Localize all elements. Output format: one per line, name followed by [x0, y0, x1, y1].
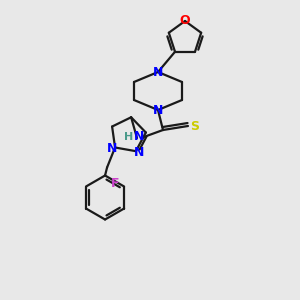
Text: O: O	[180, 14, 190, 28]
Text: H: H	[124, 132, 134, 142]
Text: N: N	[134, 130, 144, 143]
Text: N: N	[153, 103, 163, 116]
Text: N: N	[134, 146, 144, 159]
Text: F: F	[111, 177, 119, 190]
Text: N: N	[107, 142, 117, 155]
Text: S: S	[190, 119, 200, 133]
Text: N: N	[153, 65, 163, 79]
